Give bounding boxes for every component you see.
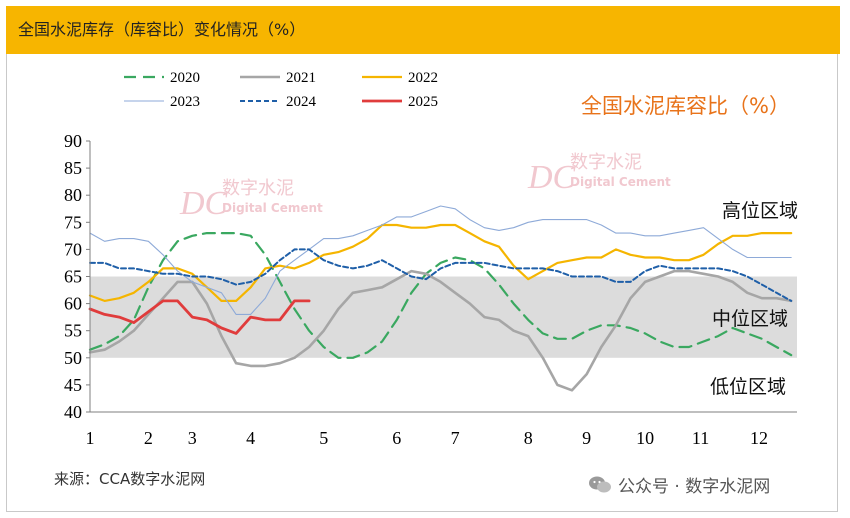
watermark: 公众号 · 数字水泥网 (588, 472, 770, 497)
legend-label-2020: 2020 (170, 70, 200, 86)
logo-en-text: Digital Cement (570, 175, 671, 189)
logo-cn-text: 数字水泥 (222, 178, 294, 199)
y-tick-label: 70 (64, 239, 82, 259)
y-tick-label: 50 (64, 348, 82, 368)
y-tick-label: 90 (64, 131, 82, 151)
y-tick-label: 45 (64, 375, 82, 395)
x-tick-label: 7 (451, 428, 460, 448)
x-tick-label: 11 (692, 428, 709, 448)
y-tick-label: 55 (64, 321, 82, 341)
x-tick-label: 5 (319, 428, 328, 448)
x-tick-label: 3 (188, 428, 197, 448)
source-note: 来源：CCA数字水泥网 (54, 470, 206, 488)
logo-en-text: Digital Cement (222, 201, 323, 215)
legend-label-2022: 2022 (408, 70, 438, 86)
header-bar: 全国水泥库存（库容比）变化情况（%） (6, 6, 840, 54)
series-line-2024 (89, 248, 793, 302)
x-tick-label: 4 (246, 428, 255, 448)
y-tick-label: 40 (64, 402, 82, 422)
legend-label-2023: 2023 (170, 94, 200, 110)
series-line-2023 (89, 205, 792, 315)
series-line-2025 (88, 299, 311, 335)
series-layer (88, 205, 793, 392)
x-tick-label: 2 (144, 428, 153, 448)
chart-frame (6, 54, 838, 512)
band-layer (90, 276, 797, 358)
mid-zone-band (90, 276, 797, 358)
legend-layer: 2020 2021 2022 2023 2024 2025 (124, 70, 438, 110)
y-tick-label: 80 (64, 185, 82, 205)
x-tick-label: 6 (392, 428, 401, 448)
legend-label-2021: 2021 (286, 70, 316, 86)
series-line-2021 (88, 269, 793, 392)
series-line-2020 (88, 232, 793, 359)
legend-label-2024: 2024 (286, 94, 317, 110)
wechat-icon (589, 476, 611, 492)
y-tick-label: 85 (64, 158, 82, 178)
zone-label-mid: 中位区域 (712, 308, 788, 330)
zone-label-high: 高位区域 (722, 200, 798, 222)
x-tick-label: 12 (750, 428, 768, 448)
legend-label-2025: 2025 (408, 94, 438, 110)
watermark-text: 公众号 · 数字水泥网 (618, 477, 771, 497)
y-tick-label: 75 (64, 212, 82, 232)
logo-cn-text: 数字水泥 (570, 152, 642, 173)
x-tick-label: 1 (86, 428, 95, 448)
zone-label-low: 低位区域 (710, 376, 786, 398)
x-tick-label: 8 (524, 428, 533, 448)
logo-dc-mark: DC (527, 159, 576, 196)
header-title: 全国水泥库存（库容比）变化情况（%） (18, 20, 306, 39)
y-tick-label: 65 (64, 267, 82, 287)
x-tick-label: 10 (636, 428, 654, 448)
y-tick-label: 60 (64, 294, 82, 314)
logo-dc-mark: DC (179, 185, 228, 222)
x-tick-label: 9 (582, 428, 591, 448)
chart-title: 全国水泥库容比（%） (581, 94, 790, 118)
